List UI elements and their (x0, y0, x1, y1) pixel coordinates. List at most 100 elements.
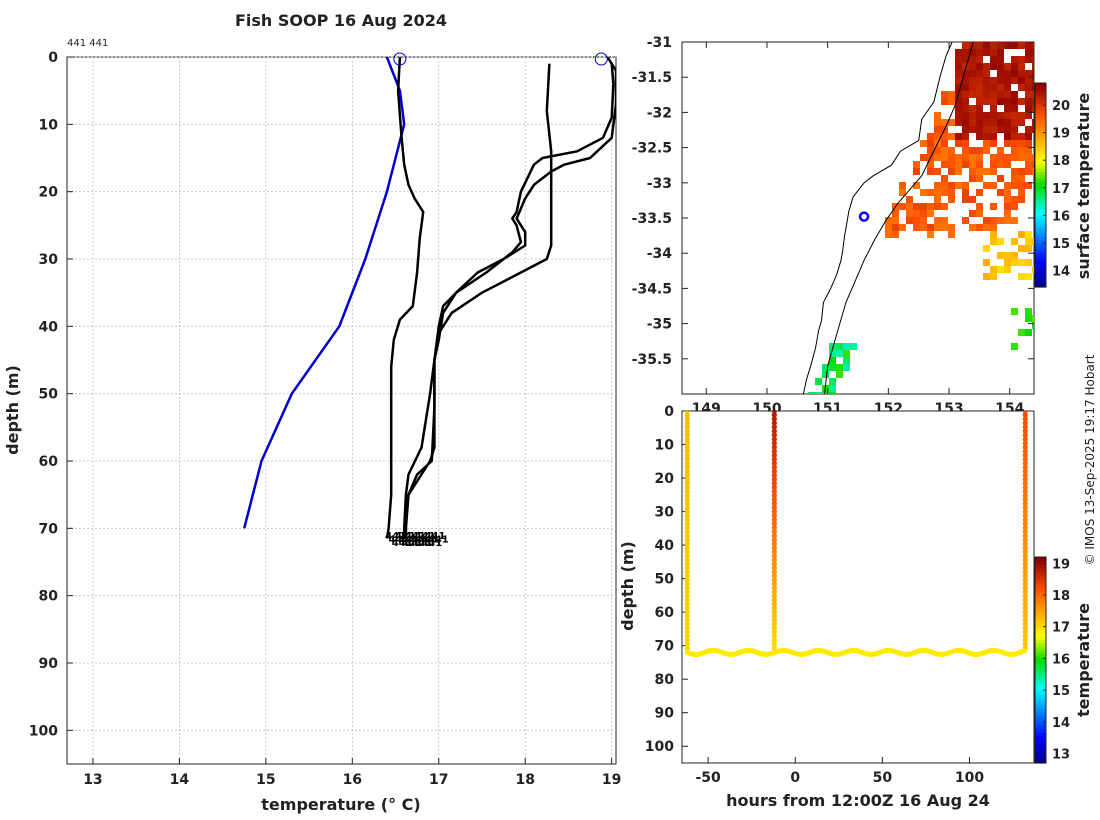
sst-cell (927, 161, 934, 168)
section-colorbar-swatch (1035, 704, 1046, 709)
section-point (684, 508, 690, 515)
sst-cell (997, 56, 1004, 63)
section-point (684, 545, 690, 551)
sst-colorbar-swatch (1035, 106, 1046, 111)
sst-cell (1025, 273, 1032, 280)
sst-cell (990, 42, 997, 49)
sst-cell (836, 364, 843, 371)
sst-cell (976, 42, 983, 49)
section-frame (681, 410, 1035, 764)
sst-cell (969, 49, 976, 56)
sst-cell (983, 63, 990, 70)
sst-cell (1032, 98, 1034, 105)
sst-cell (997, 175, 1004, 182)
sst-cell (815, 392, 822, 394)
sst-cell (948, 224, 955, 231)
sst-cell (1025, 126, 1032, 133)
sst-cell (920, 217, 927, 224)
sst-cell (1004, 252, 1011, 259)
section-point (771, 529, 777, 535)
sst-cell (948, 98, 955, 105)
section-point (1022, 533, 1028, 539)
sst-colorbar-swatch (1035, 93, 1046, 98)
sst-colorbar-swatch (1035, 174, 1046, 179)
sst-cell (1011, 140, 1018, 147)
sst-cell (955, 98, 962, 105)
sst-cell (920, 203, 927, 210)
section-point (771, 597, 777, 603)
section-point (771, 424, 777, 430)
tick-label-y: 90 (39, 656, 59, 672)
sst-cell (962, 63, 969, 70)
sst-cell (969, 105, 976, 112)
sst-cell (1032, 42, 1034, 49)
sst-cell (1011, 154, 1018, 161)
profile-panel: 13 14 15 16 17 18 19 0 10 20 30 40 50 60 70 80 90 100 44… (3, 50, 621, 814)
sst-cell (990, 273, 997, 280)
section-tick-label-x: 100 (955, 770, 984, 786)
sst-cell (962, 196, 969, 203)
sst-cell (906, 217, 913, 224)
sst-cell (1025, 98, 1032, 105)
section-point (684, 416, 690, 422)
sst-cell (1004, 98, 1011, 105)
section-point (684, 601, 690, 607)
section-point (771, 641, 777, 647)
sst-cell (934, 119, 941, 126)
sst-cell (934, 224, 941, 231)
sst-cell (983, 77, 990, 84)
sst-cell (941, 182, 948, 189)
section-point (684, 529, 690, 535)
sst-cell (1018, 42, 1025, 49)
sst-colorbar-swatch (1035, 202, 1046, 206)
section-colorbar-swatch (1035, 663, 1046, 668)
sst-cell (983, 126, 990, 133)
section-point (684, 504, 690, 511)
sst-cell (948, 231, 955, 238)
sst-colorbar-swatch (1035, 273, 1046, 278)
section-colorbar-swatch (1035, 622, 1046, 627)
sst-colorbar-swatch (1035, 256, 1046, 261)
sst-cell (976, 168, 983, 175)
section-point (771, 492, 777, 499)
profile-end-label: 441 (398, 534, 419, 545)
section-point (1022, 416, 1028, 422)
section-tick-label-y: 30 (655, 505, 675, 521)
sst-colorbar-swatch (1035, 117, 1046, 121)
sst-colorbar-swatch (1035, 86, 1046, 91)
section-point (1022, 468, 1028, 474)
section-point (1022, 637, 1028, 643)
sst-cell (822, 371, 829, 378)
profile-line-2 (404, 63, 553, 539)
sst-cell (955, 133, 962, 140)
section-point (684, 641, 690, 647)
sst-cell (913, 168, 920, 175)
sst-cell (983, 70, 990, 77)
sst-cell (1032, 161, 1034, 168)
sst-cell (1011, 126, 1018, 133)
section-point (684, 597, 690, 603)
sst-cell (1004, 196, 1011, 203)
sst-colorbar-swatch (1035, 130, 1046, 135)
section-colorbar-swatch (1035, 680, 1046, 685)
sst-colorbar-swatch (1035, 151, 1046, 155)
sst-cell (962, 147, 969, 154)
sst-cell (969, 77, 976, 84)
sst-cell (955, 63, 962, 70)
sst-cell (955, 112, 962, 119)
sst-cell (976, 63, 983, 70)
sst-colorbar-swatch (1035, 113, 1046, 118)
section-point (771, 549, 777, 555)
sst-colorbar-swatch (1035, 168, 1046, 172)
section-x-axis-label: hours from 12:00Z 16 Aug 24 (726, 791, 990, 810)
section-colorbar-swatch (1035, 598, 1046, 603)
sst-cell (829, 392, 836, 394)
section-point (1022, 597, 1028, 603)
section-point (684, 637, 690, 643)
section-point (1022, 428, 1028, 434)
section-point (771, 456, 777, 462)
section-point (771, 625, 777, 631)
sst-cell (1011, 168, 1018, 175)
section-colorbar-swatch (1035, 656, 1046, 661)
